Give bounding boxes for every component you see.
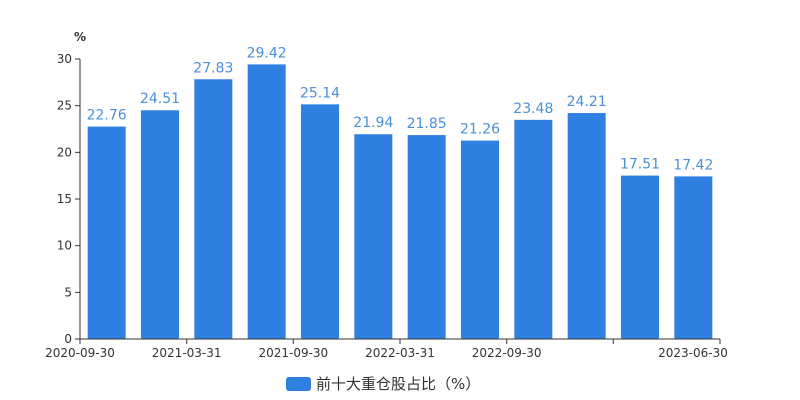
y-tick-label: 0 (64, 332, 72, 346)
bar[interactable] (674, 176, 713, 339)
value-label: 17.42 (673, 157, 713, 173)
value-label: 27.83 (193, 60, 233, 76)
bar[interactable] (461, 140, 499, 339)
value-label: 21.26 (460, 122, 500, 138)
value-label: 17.51 (620, 157, 660, 173)
x-axis: 2020-09-30 2021-03-31 2021-09-30 2022-03-31… (45, 338, 728, 360)
value-label: 23.48 (513, 101, 553, 117)
y-tick-label: 20 (57, 145, 72, 159)
x-tick-label: 2022-09-30 (472, 346, 542, 360)
legend[interactable]: 前十大重仓股占比（%） (286, 375, 480, 393)
y-tick-label: 5 (64, 285, 72, 299)
value-label: 25.14 (300, 85, 340, 101)
bar[interactable] (514, 119, 553, 339)
bars: 22.76 24.51 27.83 29.42 25.14 21.94 21.85 21.26… (87, 45, 713, 340)
y-tick-label: 15 (57, 192, 72, 206)
bar[interactable] (354, 134, 393, 339)
x-tick-label: 2021-03-31 (152, 346, 222, 360)
value-label: 29.42 (247, 45, 287, 61)
value-label: 22.76 (87, 108, 127, 124)
y-tick-label: 25 (57, 99, 72, 113)
bar[interactable] (247, 64, 286, 339)
value-label: 21.85 (407, 116, 447, 132)
x-tick-label: 2023-06-30 (658, 346, 728, 360)
bar[interactable] (141, 110, 179, 340)
y-tick-label: 30 (57, 52, 72, 66)
value-label: 24.51 (140, 91, 180, 107)
bar[interactable] (87, 126, 126, 339)
legend-label[interactable]: 前十大重仓股占比（%） (316, 375, 480, 393)
bar[interactable] (567, 113, 606, 339)
y-axis: 0 5 10 15 20 25 30 (57, 52, 81, 346)
bar[interactable] (621, 175, 659, 339)
bar[interactable] (194, 79, 233, 340)
bar[interactable] (301, 104, 339, 339)
bar[interactable] (407, 135, 446, 339)
y-tick-label: 10 (57, 239, 72, 253)
x-tick-label: 2022-03-31 (365, 346, 435, 360)
x-tick-label: 2020-09-30 (45, 346, 115, 360)
y-unit-label: % (74, 30, 86, 44)
value-label: 21.94 (353, 115, 393, 131)
value-label: 24.21 (567, 94, 607, 110)
x-tick-label: 2021-09-30 (258, 346, 328, 360)
legend-swatch[interactable] (286, 377, 311, 391)
